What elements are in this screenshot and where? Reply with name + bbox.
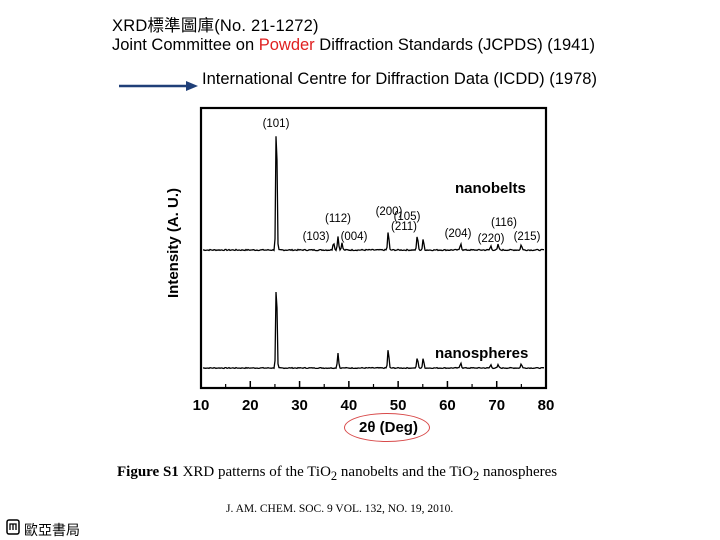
series-label-nanobelts: nanobelts	[455, 180, 526, 197]
peak-annotation: (215)	[514, 231, 541, 243]
header-line-2: Joint Committee on Powder Diffraction St…	[112, 36, 595, 55]
header-line-2-post: Diffraction Standards (JCPDS) (1941)	[314, 36, 595, 54]
caption-text-c: nanospheres	[479, 464, 558, 480]
peak-annotation: (101)	[263, 118, 290, 130]
x-tick-label: 80	[538, 397, 555, 414]
right-arrow-icon	[119, 81, 198, 91]
caption-sub-b: 2	[473, 469, 480, 483]
peak-annotation: (204)	[445, 228, 472, 240]
x-tick-label: 20	[242, 397, 259, 414]
axis-label-highlight-ring	[344, 413, 430, 442]
figure-caption: Figure S1 XRD patterns of the TiO2 nanob…	[117, 464, 557, 484]
peak-annotation: (105)	[394, 211, 421, 223]
x-tick-label: 50	[390, 397, 407, 414]
x-tick-label: 40	[341, 397, 358, 414]
peak-annotation: (211)	[391, 221, 417, 233]
caption-text-a: XRD patterns of the TiO	[178, 464, 331, 480]
peak-annotation: (220)	[478, 233, 505, 245]
peak-annotation: (004)	[341, 231, 368, 243]
journal-reference: J. AM. CHEM. SOC. 9 VOL. 132, NO. 19, 20…	[226, 503, 454, 515]
peak-annotation: (103)	[303, 231, 330, 243]
peak-annotation: (200)	[376, 206, 403, 218]
caption-sub-a: 2	[330, 469, 338, 483]
series-line-nanospheres	[202, 291, 545, 370]
publisher-logo-icon	[6, 519, 20, 535]
figure-caption-label: Figure S1	[117, 464, 179, 480]
publisher-name: 歐亞書局	[24, 523, 80, 539]
header-line-1: XRD標準圖庫(No. 21-1272)	[112, 17, 319, 35]
peak-annotation: (116)	[491, 217, 517, 229]
y-axis-label: Intensity (A. U.)	[165, 188, 182, 298]
header-highlight-powder: Powder	[258, 36, 315, 54]
series-line-nanobelts	[202, 136, 545, 252]
peak-annotation: (112)	[325, 213, 351, 225]
caption-text-b: nanobelts and the TiO	[337, 464, 473, 480]
header-line-2-pre: Joint Committee on	[112, 36, 259, 54]
x-tick-label: 60	[439, 397, 456, 414]
x-tick-label: 70	[488, 397, 505, 414]
x-tick-label: 10	[193, 397, 210, 414]
header-line-3: International Centre for Diffraction Dat…	[202, 70, 597, 88]
x-tick-label: 30	[291, 397, 308, 414]
series-label-nanospheres: nanospheres	[435, 345, 528, 362]
